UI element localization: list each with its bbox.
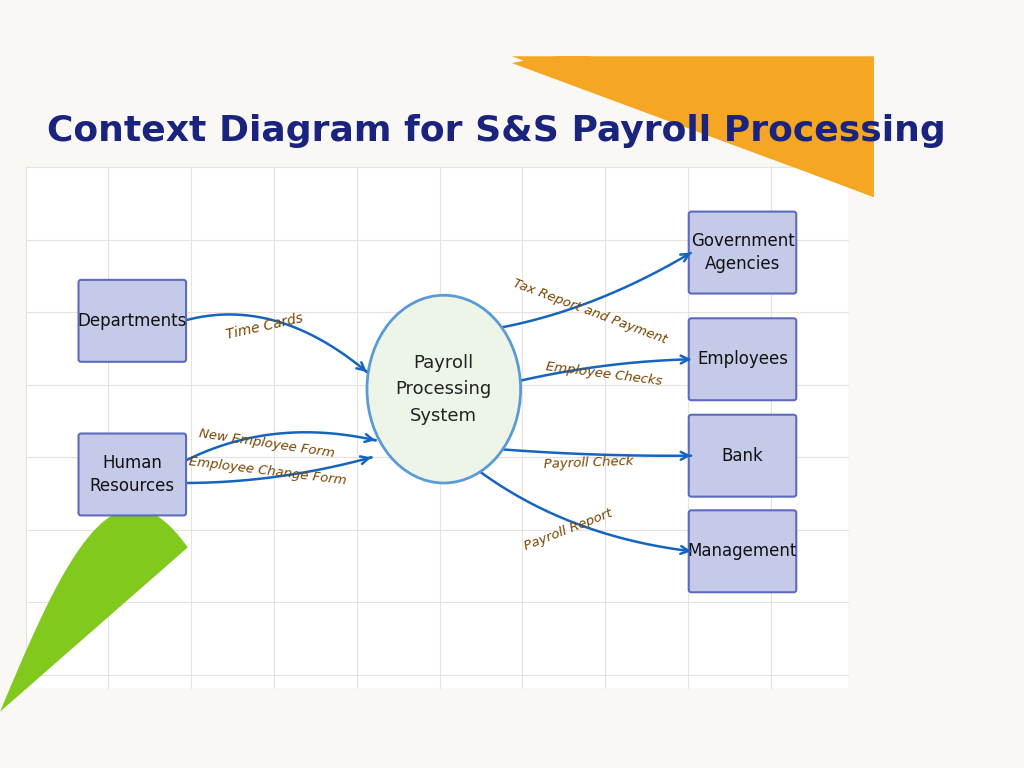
- Text: Tax Report and Payment: Tax Report and Payment: [511, 276, 669, 346]
- Text: Employee Change Form: Employee Change Form: [187, 455, 347, 487]
- Text: Departments: Departments: [78, 312, 187, 329]
- Text: Context Diagram for S&S Payroll Processing: Context Diagram for S&S Payroll Processi…: [47, 114, 946, 148]
- Text: New Employee Form: New Employee Form: [199, 427, 336, 460]
- Text: Time Cards: Time Cards: [224, 312, 304, 343]
- Text: Payroll Report: Payroll Report: [522, 507, 614, 553]
- FancyBboxPatch shape: [689, 415, 797, 497]
- Polygon shape: [0, 508, 187, 712]
- FancyBboxPatch shape: [79, 280, 186, 362]
- Text: Government
Agencies: Government Agencies: [690, 232, 795, 273]
- FancyBboxPatch shape: [689, 510, 797, 592]
- Polygon shape: [512, 56, 873, 197]
- Text: Management: Management: [688, 542, 798, 561]
- Text: Payroll Check: Payroll Check: [544, 455, 634, 471]
- FancyBboxPatch shape: [79, 433, 186, 515]
- Text: Payroll
Processing
System: Payroll Processing System: [395, 354, 492, 425]
- Bar: [26, 167, 848, 688]
- FancyBboxPatch shape: [689, 318, 797, 400]
- Ellipse shape: [367, 295, 520, 483]
- Text: Human
Resources: Human Resources: [90, 454, 175, 495]
- Text: Bank: Bank: [722, 447, 763, 465]
- Text: Employees: Employees: [697, 350, 788, 368]
- FancyBboxPatch shape: [689, 212, 797, 293]
- Text: Employee Checks: Employee Checks: [545, 361, 663, 389]
